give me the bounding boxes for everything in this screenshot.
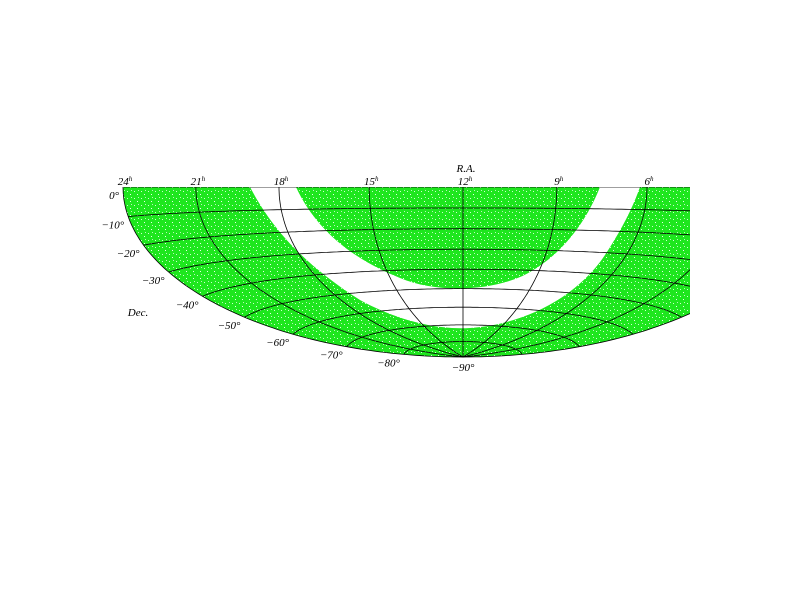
ra-title: R.A.: [456, 163, 476, 175]
dec-label: −60°: [266, 337, 289, 349]
dec-label: −20°: [117, 248, 140, 260]
ra-hour: 24: [118, 176, 130, 188]
ra-hour: 12: [458, 176, 470, 188]
ra-label: 12h: [458, 175, 473, 188]
parallel: [168, 248, 690, 273]
dec-label: −40°: [176, 299, 199, 311]
ra-unit: h: [202, 175, 206, 183]
meridian: [462, 187, 558, 358]
dec-label: −80°: [377, 357, 400, 369]
parallel: [403, 341, 523, 355]
parallel: [143, 228, 690, 246]
dec-label: −10°: [101, 220, 124, 232]
ra-unit: h: [129, 175, 133, 183]
map-area: [122, 187, 690, 358]
parallel: [128, 207, 690, 217]
parallel: [244, 288, 682, 318]
ra-unit: h: [285, 175, 289, 183]
dec-label: −90°: [452, 362, 475, 374]
meridian: [368, 187, 464, 358]
ra-unit: h: [469, 175, 473, 183]
dec-label: −50°: [218, 320, 241, 332]
dec-title: Dec.: [127, 307, 148, 319]
ra-hour: 9: [554, 176, 560, 188]
ra-hour: 15: [364, 176, 376, 188]
dec-label: −30°: [142, 275, 165, 287]
ra-label: 21h: [191, 175, 206, 188]
meridian: [462, 187, 648, 358]
ra-label: 24h: [118, 175, 133, 188]
coverage-gap: [250, 187, 640, 329]
dec-label: 0°: [109, 190, 120, 202]
ra-label: 9h: [554, 175, 564, 188]
ra-unit: h: [650, 175, 654, 183]
ra-hour: 18: [274, 176, 286, 188]
parallel: [202, 268, 690, 297]
meridian: [278, 187, 464, 358]
ra-label: 15h: [364, 175, 379, 188]
ra-label: 18h: [274, 175, 289, 188]
meridian: [462, 269, 690, 358]
parallel: [292, 306, 634, 335]
parallel: [346, 324, 580, 347]
ra-hour: 21: [191, 176, 202, 188]
graticule: [122, 187, 690, 358]
ra-label: 6h: [645, 175, 655, 188]
meridian: [195, 187, 464, 358]
dec-label: −70°: [320, 350, 343, 362]
ra-unit: h: [375, 175, 379, 183]
ra-hour: 6: [645, 176, 651, 188]
ra-unit: h: [560, 175, 564, 183]
